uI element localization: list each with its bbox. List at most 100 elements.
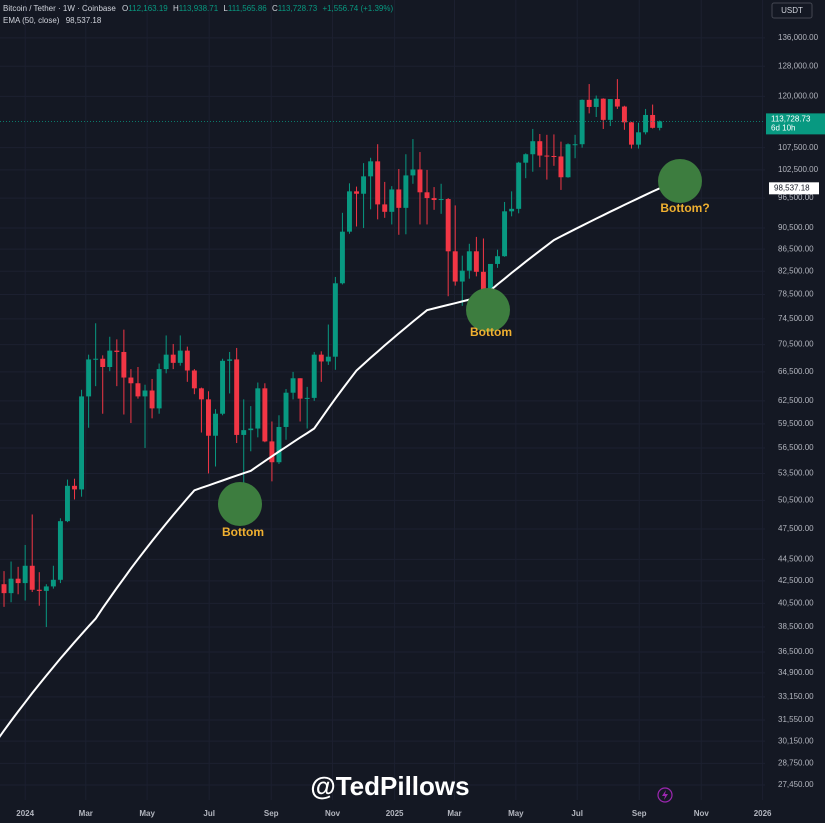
- y-tick-label: 62,500.00: [778, 396, 814, 405]
- candle-body: [473, 251, 479, 272]
- y-tick-label: 30,150.00: [778, 736, 814, 745]
- ohlc-letter: O: [122, 4, 128, 13]
- candle-body: [57, 521, 63, 580]
- y-tick-label: 74,500.00: [778, 314, 814, 323]
- currency-box[interactable]: [771, 2, 813, 19]
- ohlc-value: 113,938.71: [179, 4, 219, 13]
- candle-body: [375, 161, 381, 205]
- candle-body: [488, 263, 493, 296]
- y-tick-label: 128,000.00: [778, 61, 819, 70]
- candle-body: [43, 586, 49, 591]
- candle-body: [403, 175, 409, 208]
- candle-body: [354, 191, 359, 194]
- currency[interactable]: USDT: [781, 6, 803, 15]
- y-tick-label: 107,500.00: [778, 143, 819, 152]
- candle-body: [170, 354, 176, 363]
- candle-body: [15, 578, 21, 584]
- candle-body: [128, 377, 134, 384]
- candle-body: [495, 256, 500, 264]
- y-tick-label: 31,550.00: [778, 715, 814, 724]
- candle-body: [593, 98, 599, 107]
- x-tick-label: May: [139, 809, 155, 818]
- y-tick-label: 70,500.00: [778, 340, 814, 349]
- candle-body: [600, 98, 606, 120]
- y-tick-label: 36,500.00: [778, 647, 814, 656]
- candle-body: [65, 485, 70, 522]
- candle-body: [452, 251, 458, 282]
- candle-body: [184, 350, 190, 371]
- candle-body: [339, 231, 345, 284]
- candle-body: [431, 198, 437, 201]
- ohlc-value: 112,163.19: [128, 4, 168, 13]
- y-tick-label: 28,750.00: [778, 758, 814, 767]
- y-tick-label: 42,500.00: [778, 576, 814, 585]
- candle-body: [255, 388, 261, 429]
- candle-body: [657, 121, 663, 128]
- y-tick-label: 102,500.00: [778, 165, 819, 174]
- candle-body: [107, 350, 113, 368]
- ohlc-value: 111,565.86: [228, 4, 267, 13]
- candle-body: [417, 169, 423, 193]
- ohlc-value: 113,728.73: [278, 4, 318, 13]
- ema-name: EMA (50, close): [3, 16, 60, 25]
- candle-body: [93, 358, 99, 360]
- candle-body: [283, 392, 289, 427]
- candle-body: [50, 579, 56, 587]
- y-tick-label: 59,500.00: [778, 419, 814, 428]
- candle-body: [311, 354, 317, 398]
- y-tick-label: 66,500.00: [778, 367, 814, 376]
- x-tick-label: Jul: [203, 809, 215, 818]
- annotations: Bottom Bottom Bottom? @TedPillows: [218, 159, 710, 803]
- candle-body: [636, 132, 641, 145]
- y-tick-label: 34,900.00: [778, 668, 814, 677]
- candles: [0, 79, 663, 738]
- candle-body: [220, 360, 226, 414]
- candle-body: [156, 369, 162, 409]
- ohlc-letter: C: [272, 4, 278, 13]
- candle-body: [290, 378, 296, 393]
- candle-body: [297, 378, 303, 399]
- candle-body: [530, 141, 536, 155]
- y-tick-label: 44,500.00: [778, 555, 814, 564]
- watermark: @TedPillows: [310, 771, 469, 801]
- candle-body: [22, 565, 28, 584]
- x-tick-label: Sep: [264, 809, 279, 818]
- candle-body: [516, 162, 522, 209]
- candle-body: [1, 584, 7, 594]
- alert-icon-bolt: [662, 790, 668, 800]
- candle-body: [177, 350, 183, 363]
- candle-body: [614, 99, 620, 107]
- x-tick-label: Mar: [447, 809, 461, 818]
- y-tick-label: 86,500.00: [778, 244, 814, 253]
- annotation: Bottom: [470, 325, 512, 339]
- candle-body: [262, 388, 268, 442]
- candle-body: [410, 169, 416, 176]
- annotation: Bottom: [222, 525, 264, 539]
- candle-body: [248, 428, 254, 431]
- y-tick-label: 27,450.00: [778, 780, 814, 789]
- candle-body: [509, 208, 515, 212]
- candle-body: [579, 99, 585, 145]
- candle-body: [572, 144, 578, 146]
- candle-body: [396, 189, 402, 208]
- ohlc-letter: H: [173, 4, 179, 13]
- candle-body: [142, 390, 148, 397]
- ohlc-letter: L: [223, 4, 228, 13]
- candle-body: [191, 370, 197, 389]
- candle-body: [565, 144, 571, 178]
- candle-body: [607, 99, 613, 120]
- price-tag-label: 113,728.73: [771, 114, 811, 123]
- x-tick-label: Nov: [325, 809, 341, 818]
- candle-body: [304, 397, 310, 399]
- alert-icon[interactable]: [657, 787, 673, 803]
- candle-body: [149, 390, 155, 409]
- candle-body: [163, 354, 169, 370]
- candle-body: [368, 161, 374, 177]
- candle-body: [100, 358, 106, 368]
- candle-body: [537, 141, 543, 156]
- ema-legend: EMA (50, close) 98,537.18: [3, 16, 102, 25]
- ema-tag: [769, 182, 819, 195]
- candle-body: [241, 430, 247, 435]
